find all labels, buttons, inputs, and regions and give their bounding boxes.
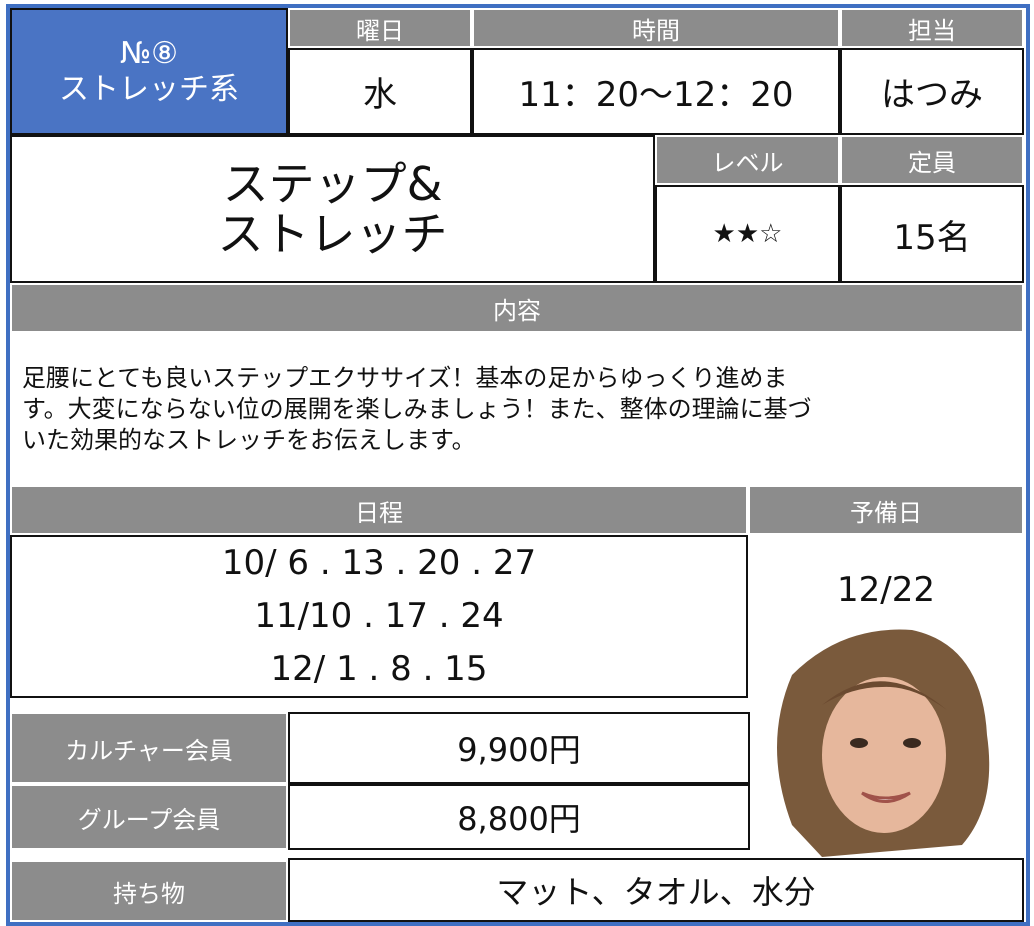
day: 水 — [288, 48, 472, 135]
fee-label: グループ会員 — [10, 784, 288, 850]
schedule-dates: 10/ 6 . 13 . 20 . 27 11/10 . 17 . 24 12/… — [10, 535, 748, 698]
instructor-photo — [777, 629, 990, 857]
header-cell: 曜日 — [288, 8, 472, 48]
content-line: 足腰にとても良いステップエクササイズ！基本の足からゆっくり進めま — [22, 363, 788, 392]
instructor: はつみ — [840, 48, 1024, 135]
reserve-date: 12/22 — [748, 535, 1024, 645]
date-line: 12/ 1 . 8 . 15 — [270, 649, 488, 689]
date-line: 11/10 . 17 . 24 — [254, 596, 504, 636]
content: 足腰にとても良いステップエクササイズ！基本の足からゆっくり進めま す。大変になら… — [10, 333, 1024, 485]
header-cell: レベル — [655, 135, 840, 185]
title-line: ステップ& — [222, 157, 443, 211]
level: ★★☆ — [655, 185, 840, 283]
header-cell: 内容 — [10, 283, 1024, 333]
fee-label: カルチャー会員 — [10, 712, 288, 784]
content-line: す。大変にならない位の展開を楽しみましょう！また、整体の理論に基づ — [22, 394, 812, 423]
capacity: 15名 — [840, 185, 1024, 283]
header-cell: 時間 — [472, 8, 840, 48]
header-cell: 予備日 — [748, 485, 1024, 535]
fee-price: 9,900円 — [288, 712, 750, 784]
header-cell: 定員 — [840, 135, 1024, 185]
mouth — [861, 791, 911, 803]
number: №⑧ — [119, 35, 179, 71]
header-cell: 担当 — [840, 8, 1024, 48]
belongings-items: マット、タオル、水分 — [288, 858, 1024, 922]
time: 11：20～12：20 — [472, 48, 840, 135]
class-number: №⑧ ストレッチ系 — [10, 8, 288, 135]
belongings-label: 持ち物 — [10, 860, 288, 922]
eye — [850, 738, 868, 748]
fringe — [822, 681, 947, 710]
header-cell: 日程 — [10, 485, 748, 535]
category: ストレッチ系 — [59, 71, 239, 107]
eye — [903, 738, 921, 748]
face — [822, 677, 946, 833]
frame — [6, 4, 1030, 926]
content-line: いた効果的なストレッチをお伝えします。 — [22, 425, 476, 454]
fee-price: 8,800円 — [288, 784, 750, 850]
title-line: ストレッチ — [217, 207, 448, 261]
date-line: 10/ 6 . 13 . 20 . 27 — [221, 543, 537, 583]
course-title: ステップ& ストレッチ — [10, 135, 655, 283]
